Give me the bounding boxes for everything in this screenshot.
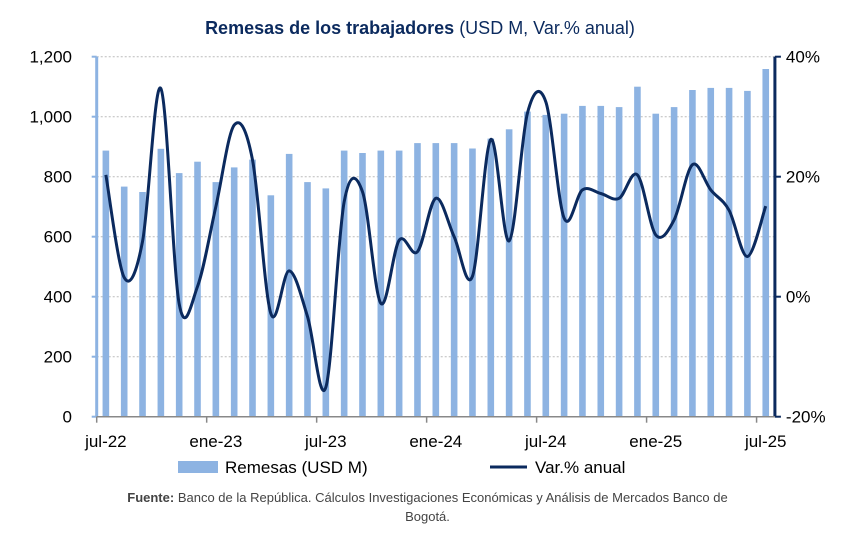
right-tick-label: 40% xyxy=(786,48,820,67)
bar xyxy=(487,138,495,417)
bar xyxy=(102,150,110,417)
source-text: Banco de la República. Cálculos Investig… xyxy=(174,490,728,505)
bar xyxy=(267,195,275,417)
right-tick-label: 0% xyxy=(786,288,811,307)
bar xyxy=(359,153,366,417)
bar xyxy=(157,148,165,417)
bar xyxy=(285,153,293,417)
bar xyxy=(139,192,146,417)
x-tick-label: jul-23 xyxy=(304,432,347,451)
x-tick-label: jul-22 xyxy=(84,432,127,451)
bar xyxy=(322,188,330,417)
x-tick-label: jul-25 xyxy=(744,432,787,451)
bar xyxy=(762,69,770,417)
legend-line-label: Var.% anual xyxy=(535,458,625,477)
bar xyxy=(634,86,641,417)
legend-bar-label: Remesas (USD M) xyxy=(225,458,368,477)
bar xyxy=(230,167,238,417)
source-label: Fuente: xyxy=(127,490,175,505)
bar xyxy=(725,87,733,417)
bar xyxy=(524,111,531,417)
right-tick-label: -20% xyxy=(786,408,826,427)
bar xyxy=(615,107,623,417)
bar xyxy=(670,107,678,417)
bar xyxy=(560,113,568,417)
left-tick-label: 400 xyxy=(44,288,72,307)
x-tick-label: ene-23 xyxy=(189,432,242,451)
bar xyxy=(414,143,421,417)
x-tick-label: ene-25 xyxy=(629,432,682,451)
bar xyxy=(212,182,220,417)
bar xyxy=(707,87,715,417)
bar xyxy=(340,150,348,417)
x-tick-label: ene-24 xyxy=(409,432,462,451)
bar xyxy=(450,143,458,417)
bar xyxy=(744,90,751,417)
x-tick-label: jul-24 xyxy=(524,432,567,451)
legend-bar-swatch xyxy=(178,461,218,473)
bar xyxy=(432,143,440,417)
bar xyxy=(395,150,403,417)
left-tick-label: 1,200 xyxy=(29,48,72,67)
left-tick-label: 200 xyxy=(44,348,72,367)
left-tick-label: 1,000 xyxy=(29,108,72,127)
bar xyxy=(469,148,476,417)
bar xyxy=(579,105,586,417)
right-tick-label: 20% xyxy=(786,168,820,187)
bar xyxy=(689,90,696,417)
left-tick-label: 600 xyxy=(44,228,72,247)
bar xyxy=(120,186,128,417)
bar xyxy=(249,159,256,417)
chart-title: Remesas de los trabajadores (USD M, Var.… xyxy=(205,18,635,38)
bar xyxy=(505,129,513,417)
source-note: Fuente: Banco de la República. Cálculos … xyxy=(0,488,855,526)
source-text-2: Bogotá. xyxy=(405,509,450,524)
left-tick-label: 0 xyxy=(63,408,72,427)
bar xyxy=(377,150,385,417)
bar xyxy=(652,113,660,417)
bar xyxy=(304,182,311,417)
bar xyxy=(597,105,605,417)
legend: Remesas (USD M) Var.% anual xyxy=(178,458,625,477)
var-anual-line xyxy=(104,86,768,392)
left-tick-label: 800 xyxy=(44,168,72,187)
bar xyxy=(542,114,550,417)
